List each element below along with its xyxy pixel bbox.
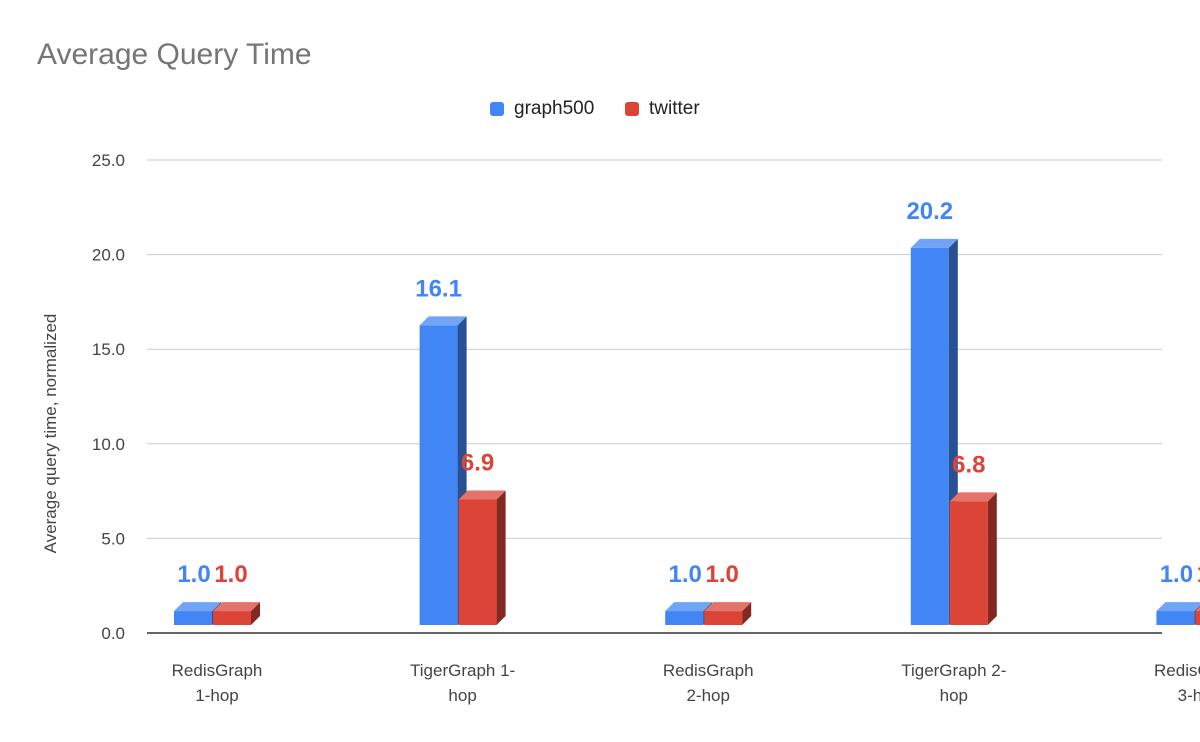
bar-twitter-2[interactable] [704,611,743,625]
x-tick-label-4: 3-hop [1178,686,1200,705]
bar-top-twitter-4 [1195,606,1200,612]
data-label-graph500-3: 20.2 [906,198,953,225]
legend: graph500 twitter [0,98,1200,128]
bar-graph500-1[interactable] [419,325,458,625]
y-tick-label: 0.0 [101,624,125,643]
x-tick-label-2: 2-hop [686,686,729,705]
bar-graph500-0[interactable] [174,611,212,625]
bar-twitter-1[interactable] [458,499,497,625]
bar-top-twitter-3 [949,492,997,502]
x-tick-label-0: 1-hop [195,686,238,705]
y-tick-label: 15.0 [92,340,125,359]
data-label-twitter-2: 1.0 [706,561,739,588]
y-tick-label: 5.0 [101,529,125,548]
x-tick-label-1: TigerGraph 1- [410,661,515,680]
bar-top-twitter-1 [458,490,506,500]
bar-top-twitter-2 [704,602,752,612]
bar-side-twitter-3 [987,492,997,625]
y-tick-label: 10.0 [92,435,125,454]
y-tick-label: 20.0 [92,246,125,265]
bar-graph500-2[interactable] [665,611,704,625]
axes: 0.0 5.0 10.0 15.0 20.0 25.0 Average query time… [41,151,1200,705]
x-tick-label-3: hop [940,686,968,705]
bar-twitter-3[interactable] [949,501,988,625]
legend-item-twitter[interactable]: twitter [625,98,700,120]
bars [174,238,1200,626]
legend-swatch-twitter [625,102,639,116]
chart-title: Average Query Time [37,38,312,71]
bar-side-twitter-2 [742,602,752,625]
legend-label-graph500: graph500 [514,98,595,119]
bar-side-twitter-1 [496,490,506,625]
value-labels: 1.01.016.16.91.01.020.26.81.01.015.95.31… [177,198,1200,588]
legend-label-twitter: twitter [649,98,700,119]
y-tick-label: 25.0 [92,151,125,170]
x-tick-label-0: RedisGraph [172,661,263,680]
data-label-twitter-3: 6.8 [952,451,985,478]
data-label-twitter-0: 1.0 [214,561,247,588]
bar-side-twitter-0 [251,602,260,625]
data-label-graph500-4: 1.0 [1160,561,1193,588]
bar-top-graph500-1 [419,316,467,326]
legend-item-graph500[interactable]: graph500 [490,98,594,120]
bar-top-graph500-3 [910,238,958,248]
bar-twitter-4[interactable] [1195,611,1200,625]
x-tick-label-3: TigerGraph 2- [901,661,1006,680]
legend-swatch-graph500 [490,102,504,116]
data-label-twitter-1: 6.9 [461,449,494,476]
x-tick-label-4: RedisGraph [1154,661,1200,680]
data-label-graph500-2: 1.0 [669,561,702,588]
data-label-twitter-4: 1.0 [1197,561,1200,588]
bar-graph500-4[interactable] [1156,611,1195,625]
gridlines [147,159,1162,539]
x-tick-label-1: hop [448,686,476,705]
bar-top-twitter-0 [213,602,260,612]
bar-graph500-3[interactable] [910,247,949,626]
x-tick-label-2: RedisGraph [663,661,754,680]
data-label-graph500-0: 1.0 [177,561,210,588]
data-label-graph500-1: 16.1 [415,275,462,302]
bar-twitter-0[interactable] [213,611,251,625]
y-axis-title: Average query time, normalized [41,314,60,554]
bar-top-graph500-0 [174,602,221,612]
bar-top-graph500-4 [1156,602,1200,612]
bar-top-graph500-2 [665,602,713,612]
